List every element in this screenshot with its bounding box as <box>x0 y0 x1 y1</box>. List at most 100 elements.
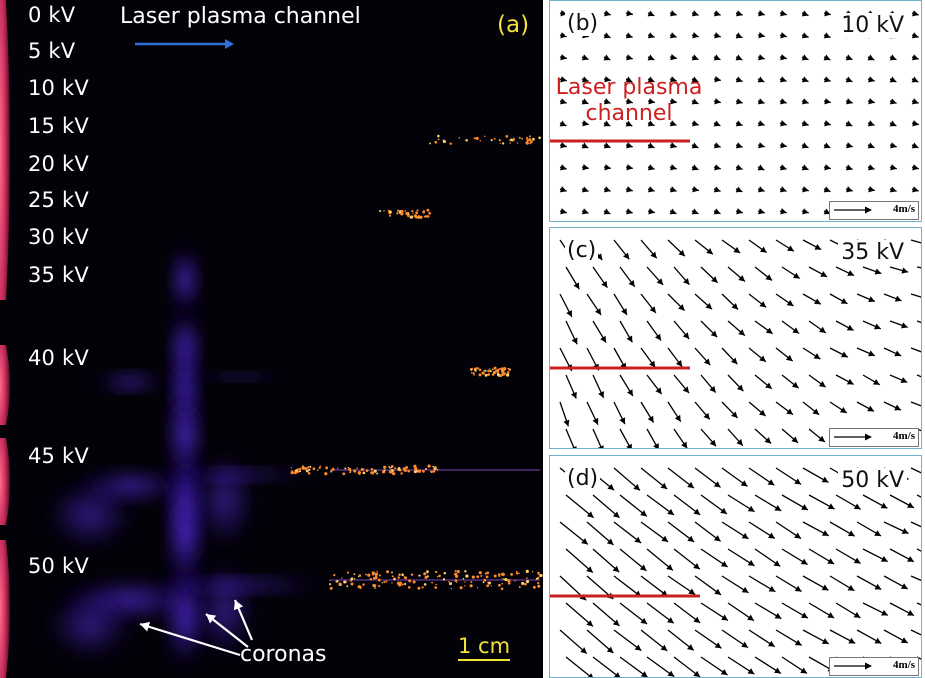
spark-dot <box>353 573 356 575</box>
spark-dot <box>478 373 482 377</box>
spark-dot <box>330 470 333 473</box>
spark-dot <box>401 583 404 586</box>
velocity-vector-head <box>801 98 809 105</box>
velocity-vector-head <box>633 484 640 491</box>
velocity-vector-head <box>621 308 627 315</box>
voltage-label: 30 kV <box>28 225 89 249</box>
velocity-vector-head <box>846 324 854 331</box>
velocity-vector-head <box>791 381 799 389</box>
velocity-vector-head <box>823 208 831 215</box>
spark-dot <box>539 573 543 578</box>
velocity-vector-head <box>720 669 728 676</box>
velocity-vector-head <box>681 441 688 448</box>
velocity-vector-head <box>786 408 793 415</box>
spark-dot <box>515 572 519 575</box>
velocity-vector-head <box>625 76 633 83</box>
electrode-edge <box>0 540 10 678</box>
velocity-vector-head <box>709 385 716 393</box>
spark-dot <box>412 212 414 215</box>
spark-dot <box>391 571 393 574</box>
spark-dot <box>450 587 452 590</box>
spark-dot <box>431 581 433 584</box>
velocity-vector-head <box>872 379 880 385</box>
velocity-vector-head <box>640 671 648 677</box>
velocity-vector-head <box>649 360 656 368</box>
spark-dot <box>432 469 436 473</box>
spark-dot <box>538 136 541 140</box>
velocity-vector-head <box>614 672 621 677</box>
scale-legend-c-text: 4m/s <box>893 430 915 442</box>
velocity-vector-head <box>874 637 882 644</box>
velocity-vector-head <box>800 558 808 565</box>
spark-dot <box>350 582 354 586</box>
velocity-vector-head <box>801 76 809 83</box>
spark-dot <box>390 469 393 472</box>
velocity-vector-head <box>683 278 690 285</box>
velocity-vector <box>910 347 921 353</box>
velocity-vector-head <box>735 120 743 127</box>
velocity-vector-head <box>802 208 809 215</box>
velocity-vector-head <box>626 389 633 397</box>
velocity-vector-head <box>639 564 647 571</box>
velocity-vector-head <box>687 481 694 489</box>
velocity-vector-head <box>738 329 745 336</box>
spark-dot <box>426 208 430 212</box>
velocity-vector-head <box>592 417 599 425</box>
velocity-vector-head <box>570 391 577 399</box>
velocity-vector-head <box>840 351 848 358</box>
spark-dot <box>426 575 429 578</box>
spark-dot <box>356 467 358 469</box>
velocity-vector-head <box>626 186 633 193</box>
spark-dot <box>503 578 505 580</box>
spark-dot <box>442 578 446 581</box>
velocity-vector-head <box>774 505 782 511</box>
spark-dot <box>319 465 322 468</box>
spark-dot <box>404 210 407 212</box>
panel-c-voltage: 35 kV <box>838 240 907 265</box>
velocity-vector-head <box>818 381 826 388</box>
velocity-vector-head <box>580 647 587 654</box>
velocity-vector-head <box>705 302 713 310</box>
corona-glow <box>195 372 285 382</box>
velocity-vector-head <box>710 330 718 338</box>
spark-dot <box>400 209 404 213</box>
velocity-vector-head <box>703 412 710 420</box>
spark-dot <box>537 571 540 575</box>
voltage-label: 25 kV <box>28 188 89 212</box>
spark-dot <box>485 575 489 579</box>
velocity-vector-head <box>767 640 775 647</box>
velocity-vector-head <box>603 186 611 193</box>
spark-dot <box>508 368 512 371</box>
velocity-vector-head <box>560 32 567 39</box>
velocity-vector <box>910 239 921 244</box>
spark-dot <box>514 579 516 582</box>
spark-dot <box>481 371 485 375</box>
electrode-edge <box>0 345 10 425</box>
velocity-vector <box>916 428 921 432</box>
spark-dot <box>382 470 385 472</box>
spark-dot <box>423 215 426 218</box>
velocity-vector-head <box>612 565 620 573</box>
velocity-vector-head <box>814 243 822 250</box>
velocity-vector-head <box>606 538 614 545</box>
spark-dot <box>458 136 461 139</box>
velocity-vector-head <box>669 186 677 193</box>
velocity-vector-head <box>794 478 802 485</box>
velocity-vector-head <box>867 76 875 83</box>
velocity-vector-head <box>757 164 765 171</box>
velocity-vector-head <box>626 335 633 343</box>
velocity-vector-head <box>801 612 808 619</box>
velocity-vector-head <box>900 583 908 589</box>
spark-dot <box>365 573 367 576</box>
velocity-vector-head <box>560 54 567 61</box>
velocity-vector-head <box>559 186 567 193</box>
spark-dot <box>369 577 373 581</box>
velocity-vector-head <box>845 54 853 61</box>
spark-dot <box>535 577 538 580</box>
velocity-vector-head <box>735 76 743 83</box>
spark-dot <box>526 577 528 579</box>
spark-dot <box>412 580 416 584</box>
velocity-vector-head <box>612 511 620 518</box>
spark-dot <box>521 581 525 585</box>
spark-dot <box>417 215 420 218</box>
